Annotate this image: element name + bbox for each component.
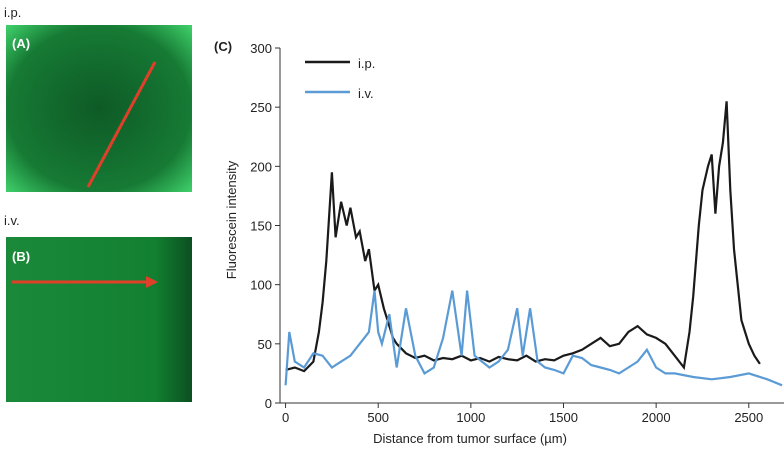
- y-tick-label: 0: [265, 396, 272, 411]
- arrow: [86, 61, 157, 188]
- y-tick-label: 200: [250, 159, 272, 174]
- y-tick-label: 100: [250, 278, 272, 293]
- arrow-head: [146, 276, 158, 288]
- chart-title: (C): [214, 39, 232, 54]
- x-tick-label: 2000: [642, 410, 671, 425]
- series-line: [285, 101, 761, 373]
- panel-group: i.p.: [4, 5, 21, 20]
- x-tick-label: 2500: [734, 410, 763, 425]
- x-axis-label: Distance from tumor surface (µm): [373, 431, 567, 446]
- x-tick-label: 1500: [549, 410, 578, 425]
- x-tick-label: 500: [367, 410, 389, 425]
- y-tick-label: 300: [250, 41, 272, 56]
- y-tick-label: 50: [258, 337, 272, 352]
- panel-label: (B): [12, 249, 30, 264]
- series-line: [284, 290, 783, 387]
- microscopy-image: [6, 237, 192, 402]
- x-tick-label: 1000: [456, 410, 485, 425]
- y-axis-label: Fluorescein intensity: [224, 160, 239, 279]
- legend-label: i.p.: [358, 56, 375, 71]
- y-tick-label: 250: [250, 100, 272, 115]
- y-tick-label: 150: [250, 219, 272, 234]
- panel-group: i.v.: [4, 213, 20, 228]
- x-tick-label: 0: [282, 410, 289, 425]
- panel-label: (A): [12, 36, 30, 51]
- legend-label: i.v.: [358, 86, 374, 101]
